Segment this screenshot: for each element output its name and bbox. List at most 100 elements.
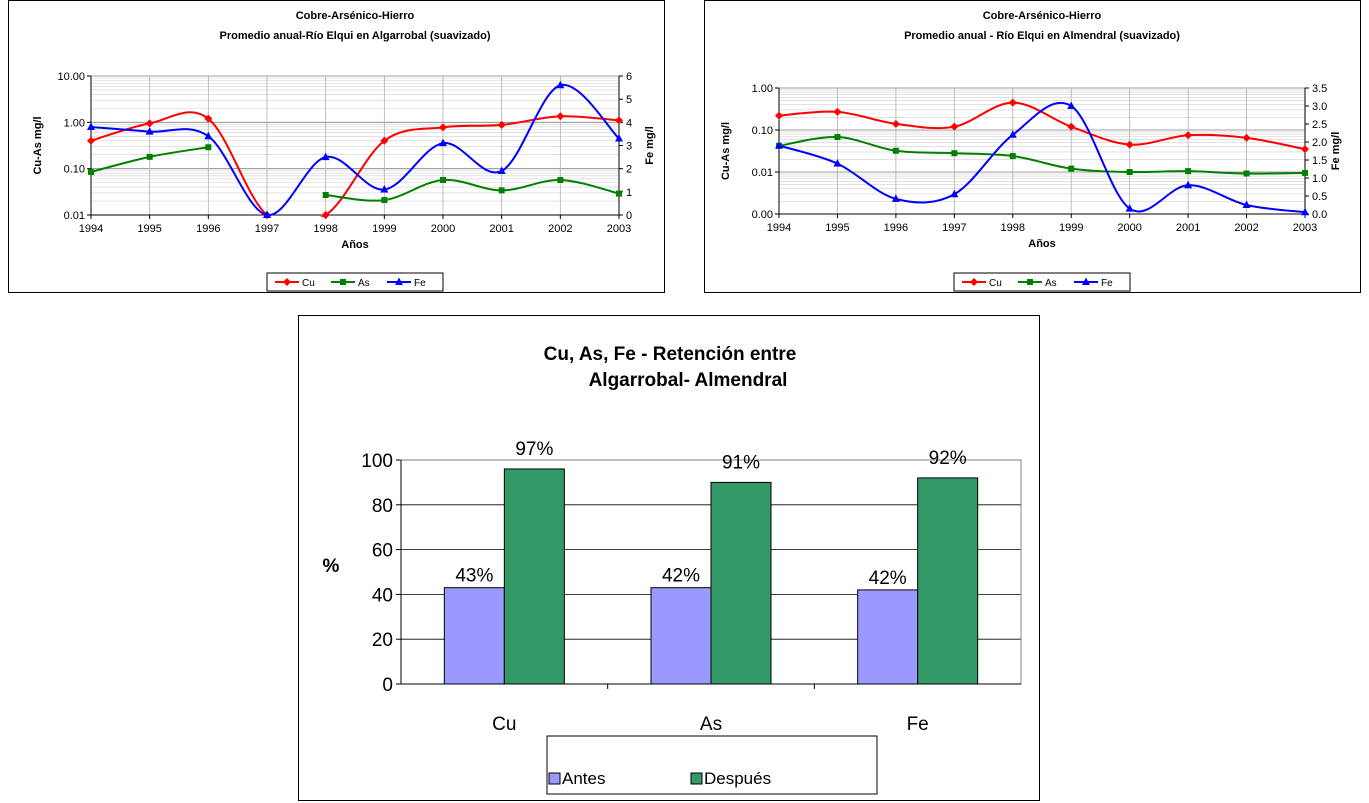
x-tick-label: As (700, 714, 722, 735)
y-axis-title: % (323, 556, 340, 577)
chart-retencion-svg: Cu, As, Fe - Retención entre Algarrobal- … (323, 344, 1022, 795)
legend-marker-as (340, 279, 346, 285)
bar-antes (857, 589, 919, 685)
series-point-fe (1301, 207, 1309, 216)
bar-después (710, 481, 772, 685)
legend-label-as: As (358, 278, 370, 289)
x-tick-label: 1994 (767, 222, 791, 234)
x-tick-label: 2001 (1176, 222, 1200, 234)
y2-tick-label: 2.0 (1312, 137, 1327, 149)
series-point-cu (497, 120, 506, 129)
series-point-fe (891, 194, 900, 202)
series-point-as (498, 187, 505, 194)
x-tick-label: 2003 (1293, 222, 1317, 234)
y-axis-title: Cu-As mg/l (32, 116, 44, 174)
y2-tick-label: 1.0 (1312, 173, 1327, 185)
data-label: 97% (515, 439, 553, 460)
x-tick-label: Cu (492, 714, 516, 735)
series-point-as (88, 168, 94, 175)
bar-antes (443, 587, 505, 685)
y2-tick-label: 1.5 (1312, 155, 1327, 167)
series-point-fe (1125, 204, 1134, 212)
x-tick-label: 1995 (137, 223, 161, 235)
legend-marker-cu (283, 278, 291, 286)
y-tick-label: 20 (372, 630, 393, 651)
y2-axis-title: Fe mg/l (1330, 132, 1342, 171)
y-tick-label: 60 (372, 541, 393, 562)
y-tick-label: 40 (372, 585, 393, 606)
legend-label-fe: Fe (1101, 278, 1113, 289)
series-point-fe (439, 138, 447, 147)
x-tick-label: Fe (907, 714, 929, 735)
x-tick-label: 2003 (607, 223, 631, 235)
chart-almendral: Cobre-Arsénico-Hierro Promedio anual - Rí… (704, 0, 1361, 293)
series-point-cu (950, 122, 959, 131)
series-point-as (205, 144, 212, 151)
x-tick-label: 1998 (1001, 222, 1025, 234)
bar-después (917, 477, 979, 685)
legend-marker-fe (395, 277, 403, 285)
legend-swatch-después (690, 772, 703, 785)
y-tick-label: 1.00 (64, 117, 85, 129)
y2-tick-label: 4 (626, 117, 632, 129)
series-point-cu (1301, 145, 1309, 154)
x-tick-label: 2000 (1117, 222, 1141, 234)
series-point-cu (1125, 140, 1134, 149)
data-label: 43% (455, 566, 493, 587)
chart-almendral-svg: Cobre-Arsénico-Hierro Promedio anual - Rí… (720, 10, 1342, 292)
x-tick-label: 1996 (196, 223, 220, 235)
x-tick-label: 1999 (1059, 222, 1083, 234)
chart-title: Cu, As, Fe - Retención entre (544, 344, 797, 365)
series-point-as (440, 176, 446, 183)
series-point-fe (1242, 200, 1251, 208)
x-axis-title: Años (1028, 238, 1056, 250)
series-point-cu (439, 123, 447, 132)
legend-label-fe: Fe (414, 278, 426, 289)
series-line-cu (91, 111, 619, 217)
legend-swatch-antes (548, 772, 561, 785)
series-line-cu (779, 101, 1305, 151)
series-point-fe (380, 185, 389, 193)
x-tick-label: 1999 (372, 223, 396, 235)
series-point-as (1243, 170, 1250, 177)
x-tick-label: 2001 (489, 223, 513, 235)
bar-después (503, 468, 565, 685)
y2-tick-label: 3 (626, 141, 632, 153)
series-point-as (1302, 169, 1308, 176)
legend-marker-as (1027, 279, 1033, 285)
series-point-fe (775, 141, 783, 149)
legend-box (546, 735, 878, 795)
series-point-cu (891, 119, 900, 128)
y2-tick-label: 0.5 (1312, 191, 1327, 203)
chart-subtitle: Algarrobal- Almendral (589, 370, 788, 391)
series-point-cu (1067, 122, 1076, 131)
data-label: 91% (722, 452, 760, 473)
chart-title: Cobre-Arsénico-Hierro (296, 10, 415, 22)
x-tick-label: 1994 (79, 223, 103, 235)
series-point-cu (321, 211, 330, 219)
series-point-cu (87, 136, 95, 145)
legend-marker-fe (1082, 277, 1090, 285)
y-tick-label: 1.00 (752, 83, 773, 95)
y2-tick-label: 2 (626, 164, 632, 176)
data-label: 92% (929, 448, 967, 469)
series-point-fe (1008, 130, 1017, 138)
x-tick-label: 2000 (431, 223, 455, 235)
y-tick-label: 0.10 (64, 164, 85, 176)
bar-antes (650, 587, 712, 685)
series-point-cu (615, 116, 623, 125)
series-point-fe (204, 131, 213, 140)
data-label: 42% (869, 568, 907, 589)
legend-label-cu: Cu (302, 278, 315, 289)
y-tick-label: 0.00 (752, 209, 773, 221)
series-line-as (325, 178, 619, 202)
series-point-cu (1242, 133, 1251, 142)
series-point-as (892, 147, 899, 154)
chart-title: Cobre-Arsénico-Hierro (983, 10, 1102, 22)
series-point-fe (263, 210, 271, 218)
x-tick-label: 1997 (942, 222, 966, 234)
y2-tick-label: 0 (626, 210, 632, 222)
series-point-fe (1067, 101, 1076, 109)
series-point-fe (556, 80, 565, 89)
series-point-cu (775, 111, 783, 120)
